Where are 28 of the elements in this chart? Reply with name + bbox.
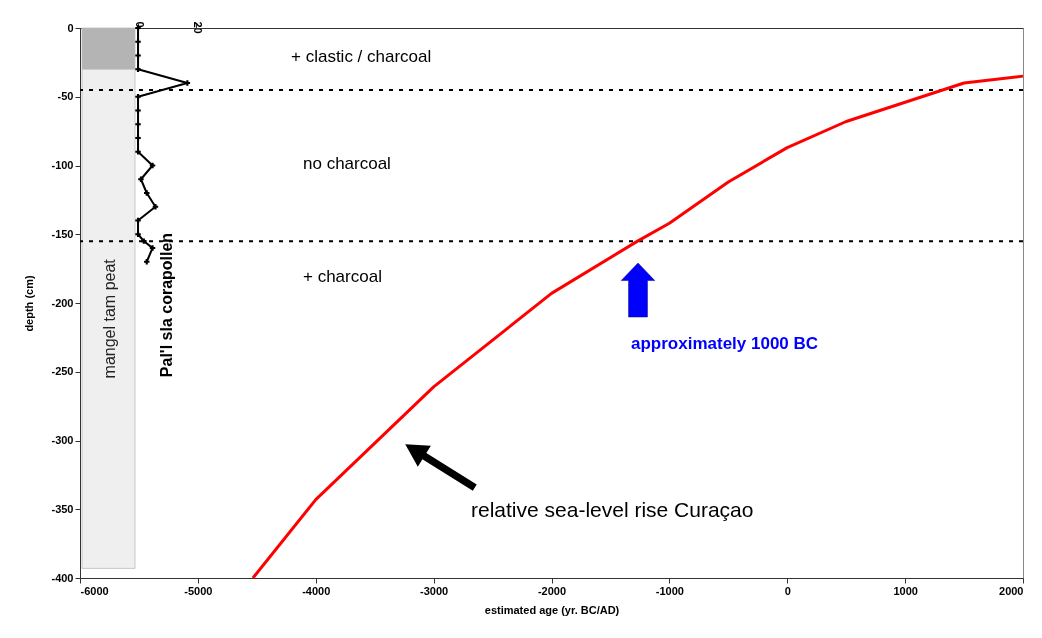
y-tick-label: -400 [51,571,74,584]
x-tick-label: -4000 [302,584,331,597]
text: Pal'l sla corapollen [158,232,175,378]
y-tick-label: 0 [67,21,74,34]
x-tick-label: 1000 [893,584,918,597]
y-tick-label: -50 [57,90,74,103]
y-tick-label: -350 [51,502,74,515]
annotation: + clastic / charcoal [291,47,432,66]
y-axis-title: depth (cm) [23,275,36,332]
y-tick-label: -150 [51,227,74,240]
x-tick-label: -5000 [184,584,213,597]
y-tick-label: -300 [51,434,74,446]
x-tick-label: -6000 [80,584,109,597]
band-label: mangel tam peat [101,258,118,379]
x-tick-label: 2000 [999,584,1024,597]
annotation: + charcoal [303,267,382,286]
y-tick-label: -200 [51,296,74,309]
x-tick-label: 0 [784,584,791,597]
y-tick-label: -100 [51,159,74,171]
x-axis-title: estimated age (yr. BC/AD) [484,603,620,616]
x-tick-label: -1000 [655,584,684,597]
y-tick-label: -250 [51,365,74,378]
annotation: relative sea-level rise Curaçao [471,498,754,521]
annotation: approximately 1000 BC [631,334,819,353]
x-tick-label: -3000 [420,584,449,597]
annotation: no charcoal [303,154,391,173]
line-series [251,74,1025,580]
x-tick-label: -2000 [537,584,567,597]
